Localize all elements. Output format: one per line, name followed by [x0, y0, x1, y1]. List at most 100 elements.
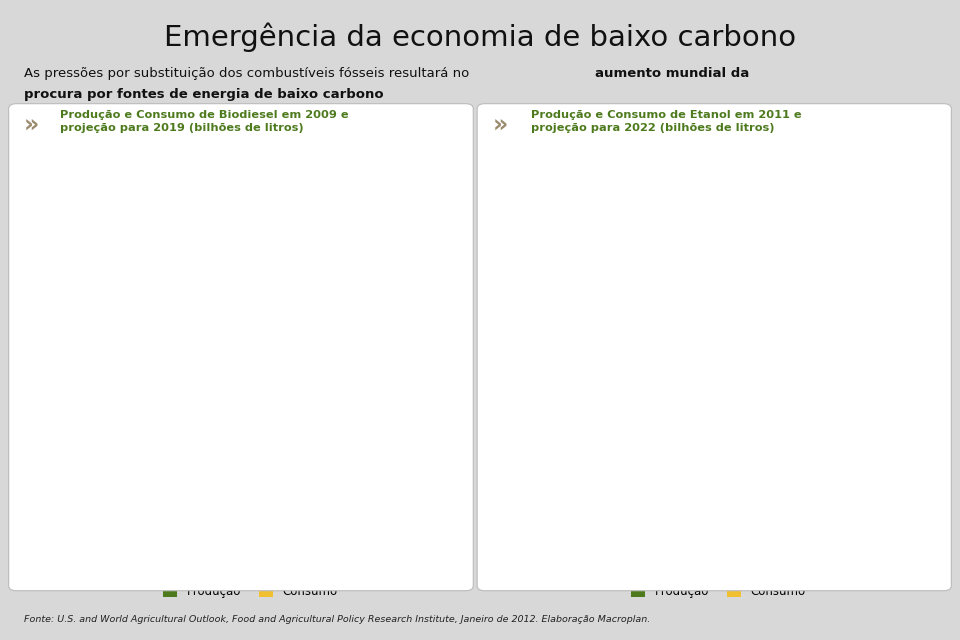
Legend: Produção, Consumo: Produção, Consumo: [158, 580, 342, 603]
Text: 1,9: 1,9: [863, 477, 872, 492]
Text: 49,7: 49,7: [589, 259, 598, 280]
Text: 3,5: 3,5: [888, 470, 897, 485]
Bar: [419, 495, 427, 502]
Bar: [690, 498, 699, 502]
Bar: [665, 494, 674, 502]
Text: 2009: 2009: [133, 560, 163, 573]
Bar: [123, 319, 132, 502]
Bar: [319, 212, 327, 502]
Bar: [114, 323, 123, 502]
Bar: [581, 270, 589, 502]
Text: 52,3: 52,3: [581, 247, 589, 268]
Text: 1,9: 1,9: [631, 477, 640, 492]
Bar: [294, 490, 302, 502]
Bar: [198, 495, 206, 502]
Text: Emergência da economia de baixo carbono: Emergência da economia de baixo carbono: [164, 22, 796, 52]
Bar: [606, 476, 614, 502]
Text: 7,5: 7,5: [614, 452, 624, 467]
Bar: [269, 274, 277, 502]
Text: 12,3: 12,3: [812, 424, 822, 446]
Text: 51,4: 51,4: [269, 251, 277, 273]
Bar: [531, 394, 540, 502]
Text: 1,1: 1,1: [164, 481, 173, 496]
Text: 1,9: 1,9: [665, 477, 674, 492]
Bar: [564, 490, 573, 502]
Text: 64,1: 64,1: [737, 195, 746, 216]
Bar: [73, 396, 82, 502]
Bar: [640, 493, 649, 502]
Text: 2,5: 2,5: [872, 474, 880, 490]
Bar: [327, 171, 336, 502]
Text: 1,7: 1,7: [393, 477, 402, 493]
Bar: [540, 397, 548, 502]
Bar: [897, 496, 905, 502]
Bar: [394, 495, 402, 502]
Bar: [344, 472, 352, 502]
Bar: [302, 490, 311, 502]
Text: 2022: 2022: [806, 560, 836, 573]
Text: 3,6: 3,6: [762, 469, 771, 484]
Text: 1,1: 1,1: [189, 481, 198, 496]
Bar: [589, 282, 598, 502]
Text: As pressões por substituição dos combustíveis fósseis resultará no: As pressões por substituição dos combust…: [24, 67, 473, 80]
Text: 15,2: 15,2: [821, 412, 830, 433]
Bar: [214, 497, 223, 502]
Text: 2,5: 2,5: [847, 474, 855, 490]
Text: 64,3: 64,3: [787, 194, 796, 215]
Text: 2,6: 2,6: [682, 474, 690, 489]
Bar: [812, 448, 822, 502]
Text: 1,8: 1,8: [418, 477, 427, 493]
Bar: [402, 490, 411, 502]
Text: 41,2: 41,2: [123, 296, 132, 317]
Bar: [377, 490, 386, 502]
Bar: [847, 492, 855, 502]
Text: 35,8: 35,8: [277, 321, 286, 342]
Text: 2,8: 2,8: [302, 473, 311, 488]
Text: 6,1: 6,1: [606, 458, 615, 474]
Text: Fonte: U.S. and World Agricultural Outlook, Food and Agricultural Policy Researc: Fonte: U.S. and World Agricultural Outlo…: [24, 615, 650, 624]
Bar: [614, 469, 624, 502]
Text: procura por fontes de energia de baixo carbono: procura por fontes de energia de baixo c…: [24, 88, 384, 101]
Bar: [352, 461, 361, 502]
Text: aumento mundial da: aumento mundial da: [595, 67, 750, 80]
Bar: [98, 494, 107, 502]
Text: projeção para 2019 (bilhões de litros): projeção para 2019 (bilhões de litros): [60, 123, 304, 133]
Text: 9,4: 9,4: [352, 444, 361, 459]
Text: 2011: 2011: [600, 560, 630, 573]
Bar: [427, 499, 436, 502]
Bar: [888, 487, 897, 502]
Text: Produção e Consumo de Etanol em 2011 e: Produção e Consumo de Etanol em 2011 e: [531, 110, 802, 120]
Bar: [787, 217, 796, 502]
Bar: [369, 492, 377, 502]
Text: 1,9: 1,9: [838, 477, 847, 492]
Text: 24,4: 24,4: [530, 371, 540, 392]
Text: 0,8: 0,8: [426, 482, 436, 497]
Text: 2,7: 2,7: [556, 473, 564, 488]
Text: 1,3: 1,3: [657, 479, 665, 495]
Text: 1,7: 1,7: [198, 477, 206, 493]
Text: 2,7: 2,7: [377, 473, 386, 488]
Text: 72,4: 72,4: [796, 157, 805, 179]
Bar: [746, 285, 755, 502]
Text: 1,5: 1,5: [897, 479, 906, 494]
Bar: [277, 344, 286, 502]
Bar: [872, 492, 880, 502]
Text: 26,1: 26,1: [64, 364, 74, 385]
Bar: [762, 486, 771, 502]
Text: 1,2: 1,2: [214, 480, 223, 495]
Text: 23,6: 23,6: [540, 374, 548, 396]
Text: 74,7: 74,7: [327, 147, 336, 169]
Text: 2,0: 2,0: [640, 477, 649, 492]
Text: »: »: [24, 114, 39, 138]
Bar: [822, 435, 830, 502]
Bar: [771, 484, 780, 502]
Bar: [173, 495, 181, 502]
Bar: [164, 497, 173, 502]
Text: 2019: 2019: [337, 560, 367, 573]
Text: 4,1: 4,1: [148, 467, 156, 483]
Text: 1,8: 1,8: [173, 477, 181, 493]
Text: »: »: [492, 114, 508, 138]
Bar: [838, 494, 847, 502]
Bar: [148, 484, 156, 502]
Text: 49,0: 49,0: [746, 262, 755, 283]
